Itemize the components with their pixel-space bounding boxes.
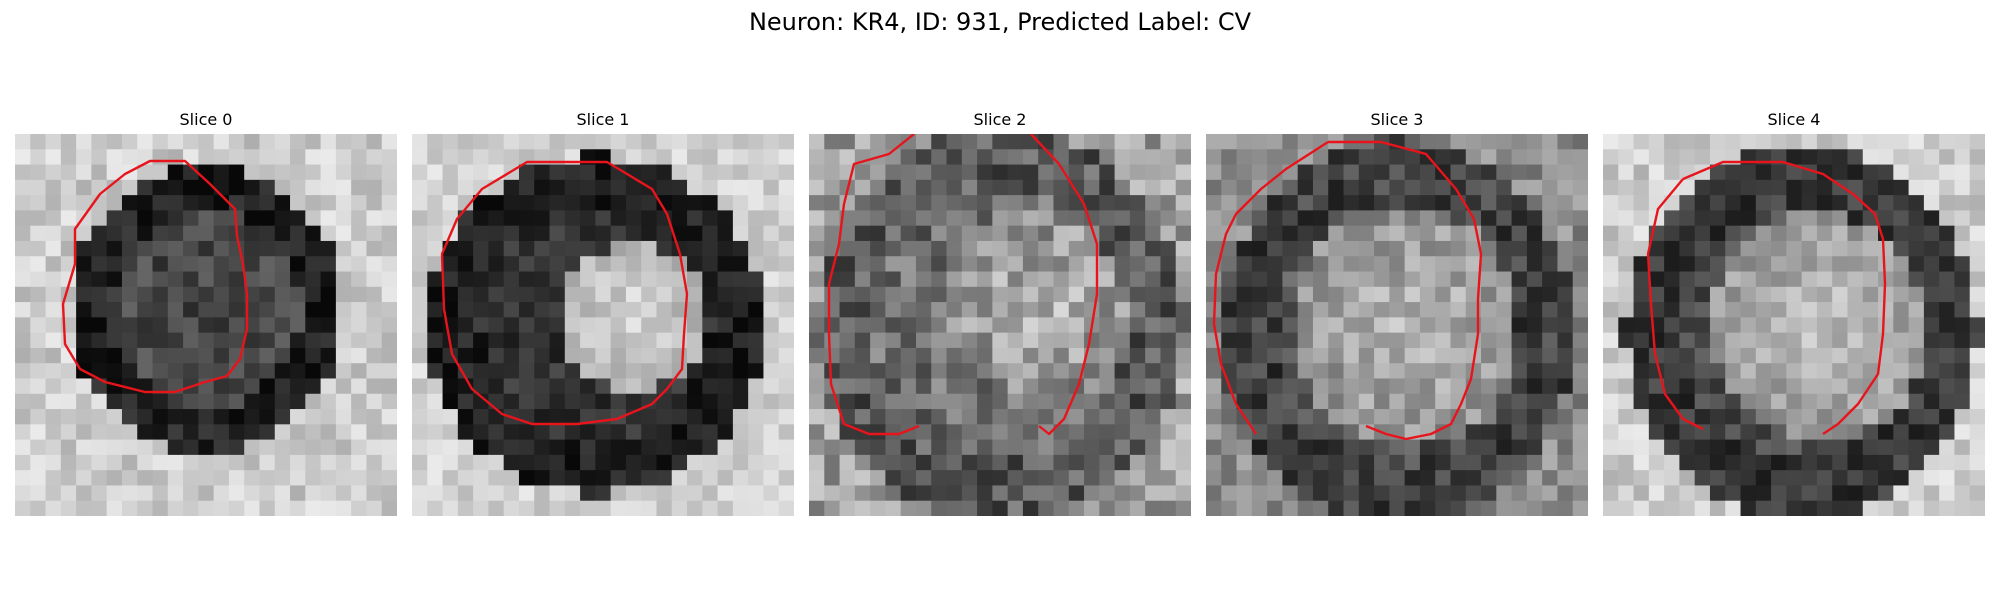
contour-outline-4 [1682,160,1887,435]
contour-outline-0 [61,159,249,394]
contour-outline-4-b [1646,178,1704,431]
slice-title-4: Slice 4 [1767,110,1821,129]
slice-panel-2: Slice 2 [809,108,1191,516]
contour-outline-2 [827,134,920,436]
slice-image-2 [809,134,1191,516]
slice-title-3: Slice 3 [1370,110,1424,129]
contour-outline-3-b [1212,140,1329,435]
slice-panel-0: Slice 0 [15,108,397,516]
slice-panel-1: Slice 1 [412,108,794,516]
slice-panel-3: Slice 3 [1206,108,1588,516]
slice-title-0: Slice 0 [179,110,233,129]
contour-outline-2-b [1030,134,1099,436]
slice-image-1 [412,134,794,516]
figure-title: Neuron: KR4, ID: 931, Predicted Label: C… [748,8,1252,36]
slice-image-0 [15,134,397,516]
slice-image-3 [1206,134,1588,516]
slice-title-1: Slice 1 [576,110,630,129]
contour-outline-3 [1328,140,1483,441]
slice-panel-4: Slice 4 [1603,108,1985,516]
slice-image-4 [1603,134,1985,516]
slice-title-2: Slice 2 [973,110,1027,129]
contour-outline-1 [440,160,689,426]
